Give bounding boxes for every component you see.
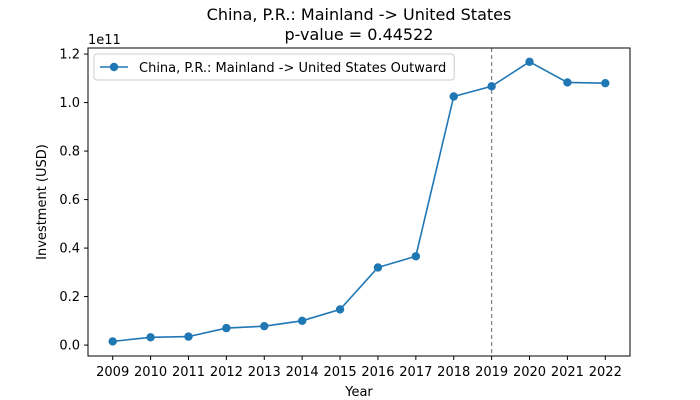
data-point [525,57,534,67]
legend-label: China, P.R.: Mainland -> United States O… [139,61,446,76]
x-tick-label: 2015 [324,365,357,380]
data-point [563,78,572,87]
data-point [411,252,421,261]
data-point [222,323,231,333]
data-point [184,332,193,341]
plot-area: 0.0 0.2 0.4 0.6 0.8 1.0 1.2 2009 2010 2011 2012 201… [59,47,631,380]
x-tick-label: 2013 [248,365,281,380]
x-tick-label: 2021 [551,365,584,380]
x-tick-label: 2017 [399,365,432,380]
data-point [601,78,610,88]
axes-frame [87,47,631,357]
y-offset-text: 1e11 [88,33,121,48]
chart-title: China, P.R.: Mainland -> United States [207,5,512,24]
data-point [373,263,383,272]
chart-subtitle: p-value = 0.44522 [285,25,434,44]
x-tick-label: 2016 [361,365,394,380]
data-point [297,316,307,326]
y-tick-label: 1.0 [59,96,80,111]
x-tick-label: 2011 [172,365,205,380]
x-tick-label: 2020 [513,365,546,380]
y-tick-label: 0.8 [59,145,80,160]
x-tick-label: 2022 [589,365,622,380]
legend-marker [109,62,119,72]
data-point [487,82,496,91]
data-point [335,305,345,314]
data-point [260,321,269,331]
x-tick-label: 2014 [286,365,319,380]
legend: China, P.R.: Mainland -> United States O… [93,53,455,81]
x-tick-label: 2009 [96,365,129,380]
y-tick-label: 0.4 [59,242,80,257]
y-axis-label: Investment (USD) [35,144,50,260]
x-tick-label: 2010 [134,365,167,380]
x-axis-label: Year [344,385,373,400]
data-point [146,333,155,342]
y-tick-label: 1.2 [59,48,80,63]
y-tick-label: 0.6 [59,193,80,208]
x-tick-label: 2012 [210,365,243,380]
series-line [112,60,606,343]
y-tick-label: 0.0 [59,339,80,354]
x-tick-label: 2019 [475,365,508,380]
data-point [449,92,458,101]
data-point [108,337,117,346]
legend-box [93,53,455,81]
x-tick-label: 2018 [437,365,470,380]
y-tick-label: 0.2 [59,290,80,305]
